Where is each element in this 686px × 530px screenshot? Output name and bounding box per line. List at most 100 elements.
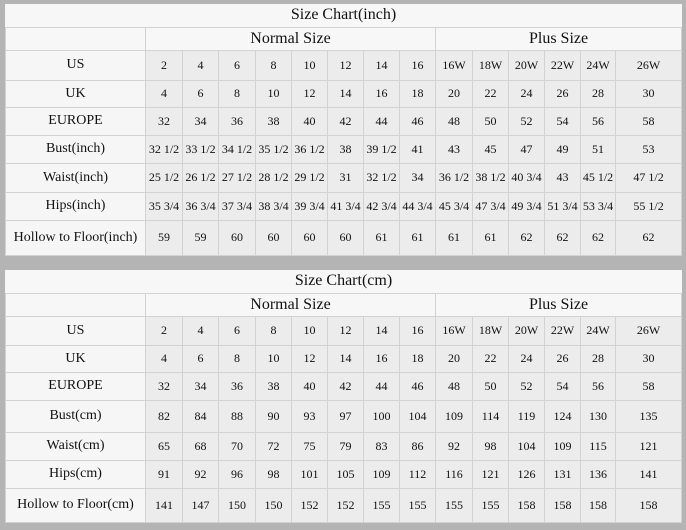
row-label: Hips(cm) (5, 459, 146, 489)
size-cell: 34 (182, 371, 219, 401)
size-cell: 22W (544, 49, 581, 81)
size-cell: 6 (218, 49, 256, 81)
size-cell: 4 (182, 49, 219, 81)
size-cell: 62 (508, 219, 545, 256)
size-cell: 39 3/4 (291, 191, 328, 221)
size-cell: 92 (435, 431, 473, 461)
size-cell: 14 (327, 79, 364, 108)
size-cell: 30 (614, 79, 683, 108)
size-cell: 141 (145, 487, 183, 523)
size-cell: 29 1/2 (291, 162, 328, 193)
size-cell: 45 1/2 (580, 162, 616, 193)
size-cell: 60 (327, 219, 364, 256)
row-label: Bust(inch) (5, 134, 146, 164)
size-cell: 2 (145, 315, 183, 346)
table-row: Bust(cm) 82 84 88 90 93 97 100 104 109 114 119 124 13… (5, 399, 683, 433)
size-cell: 44 3/4 (399, 191, 436, 221)
size-cell: 8 (255, 49, 292, 81)
size-cell: 147 (182, 487, 219, 523)
size-cell: 18 (399, 344, 436, 373)
size-cell: 4 (145, 79, 183, 108)
size-cell: 96 (218, 459, 256, 489)
size-cell: 42 3/4 (363, 191, 400, 221)
size-cell: 16W (435, 49, 473, 81)
size-cell: 114 (472, 399, 509, 433)
size-cell: 25 1/2 (145, 162, 183, 193)
size-cell: 152 (327, 487, 364, 523)
size-cell: 22 (472, 79, 509, 108)
row-label: Waist(inch) (5, 162, 146, 193)
size-cell: 68 (182, 431, 219, 461)
size-cell: 40 (291, 371, 328, 401)
size-cell: 41 (399, 134, 436, 164)
table-row: UK 4 6 8 10 12 14 16 18 20 22 24 26 28 30 (5, 79, 683, 108)
size-cell: 16 (363, 344, 400, 373)
size-cell: 36 (218, 106, 256, 136)
size-cell: 109 (435, 399, 473, 433)
size-cell: 14 (363, 315, 400, 346)
size-cell: 22W (544, 315, 581, 346)
size-cell: 4 (182, 315, 219, 346)
size-cell: 62 (580, 219, 616, 256)
size-cell: 150 (255, 487, 292, 523)
size-cell: 16 (399, 49, 436, 81)
table-row: Hips(inch) 35 3/4 36 3/4 37 3/4 38 3/4 39 3/4… (5, 191, 683, 221)
size-cell: 152 (291, 487, 328, 523)
size-cell: 105 (327, 459, 364, 489)
size-cell: 130 (580, 399, 616, 433)
size-cell: 126 (508, 459, 545, 489)
row-label: US (5, 49, 146, 81)
size-cell: 36 (218, 371, 256, 401)
size-cell: 121 (614, 431, 683, 461)
size-cell: 24 (508, 344, 545, 373)
size-cell: 58 (614, 106, 683, 136)
size-cell: 35 3/4 (145, 191, 183, 221)
size-cell: 62 (544, 219, 581, 256)
size-cell: 158 (544, 487, 581, 523)
size-cell: 60 (218, 219, 256, 256)
size-cell: 20W (508, 315, 545, 346)
size-cell: 40 3/4 (508, 162, 545, 193)
size-cell: 8 (255, 315, 292, 346)
size-cell: 82 (145, 399, 183, 433)
row-label: EUROPE (5, 106, 146, 136)
size-cell: 38 (327, 134, 364, 164)
size-cell: 86 (399, 431, 436, 461)
size-cell: 92 (182, 459, 219, 489)
size-cell: 42 (327, 106, 364, 136)
size-cell: 50 (472, 106, 509, 136)
size-cell: 91 (145, 459, 183, 489)
normal-size-header: Normal Size (145, 26, 436, 51)
size-cell: 121 (472, 459, 509, 489)
table-row: UK 4 6 8 10 12 14 16 18 20 22 24 26 28 30 (5, 344, 683, 373)
size-cell: 155 (399, 487, 436, 523)
size-cell: 42 (327, 371, 364, 401)
size-cell: 45 3/4 (435, 191, 473, 221)
size-cell: 30 (614, 344, 683, 373)
size-cell: 84 (182, 399, 219, 433)
size-cell: 158 (580, 487, 616, 523)
size-cell: 8 (218, 79, 256, 108)
size-cell: 46 (399, 371, 436, 401)
size-cell: 20 (435, 344, 473, 373)
size-cell: 53 (614, 134, 683, 164)
size-cell: 40 (291, 106, 328, 136)
table-row: Hips(cm) 91 92 96 98 101 105 109 112 116 121 126 131… (5, 459, 683, 489)
size-cell: 26 1/2 (182, 162, 219, 193)
size-cell: 150 (218, 487, 256, 523)
size-cell: 101 (291, 459, 328, 489)
size-cell: 27 1/2 (218, 162, 256, 193)
size-cell: 32 1/2 (363, 162, 400, 193)
size-cell: 10 (255, 344, 292, 373)
size-cell: 26W (614, 49, 683, 81)
size-cell: 14 (363, 49, 400, 81)
row-label: Hips(inch) (5, 191, 146, 221)
size-cell: 60 (291, 219, 328, 256)
size-cell: 32 (145, 371, 183, 401)
table-row: Waist(cm) 65 68 70 72 75 79 83 86 92 98 104 109 115 12… (5, 431, 683, 461)
size-cell: 93 (291, 399, 328, 433)
size-cell: 72 (255, 431, 292, 461)
size-cell: 18W (472, 49, 509, 81)
size-cell: 53 3/4 (580, 191, 616, 221)
size-cell: 48 (435, 106, 473, 136)
